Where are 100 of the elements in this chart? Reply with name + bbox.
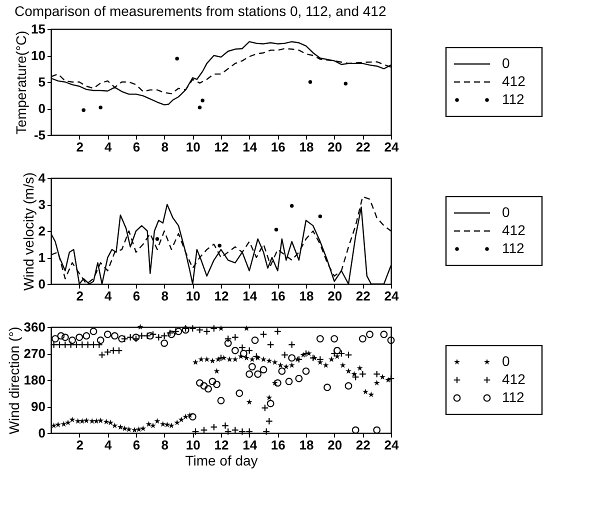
x-tick-label: 20 <box>328 288 342 304</box>
point <box>290 204 294 208</box>
point <box>200 382 208 390</box>
point <box>318 214 322 218</box>
point <box>160 339 168 347</box>
y-tick-label: 360 <box>24 320 46 334</box>
point <box>285 378 293 386</box>
x-tick-label: 4 <box>104 438 113 452</box>
point <box>387 336 395 344</box>
point <box>324 384 331 392</box>
point <box>82 108 86 112</box>
x-tick-label: 8 <box>161 288 168 304</box>
point <box>366 330 374 338</box>
point <box>213 380 220 388</box>
legend-label: 412 <box>502 73 526 89</box>
point <box>236 390 244 397</box>
point <box>358 335 366 342</box>
point <box>308 80 312 84</box>
point <box>224 339 232 347</box>
y-tick-label: 270 <box>24 346 46 361</box>
point <box>217 396 225 404</box>
point <box>295 374 303 382</box>
x-tick-label: 6 <box>132 438 140 452</box>
point <box>168 330 176 338</box>
y-tick-label: 0 <box>38 101 46 116</box>
point <box>188 413 196 421</box>
x-tick-label: 24 <box>384 288 400 304</box>
point <box>208 378 216 386</box>
point <box>330 335 338 342</box>
point <box>352 426 360 434</box>
point <box>333 346 341 354</box>
x-tick-label: 10 <box>186 438 200 452</box>
x-tick-label: 22 <box>356 288 370 304</box>
x-tick-label: 4 <box>104 288 113 304</box>
x-tick-label: 16 <box>270 140 286 154</box>
legend-label: 412 <box>502 222 526 238</box>
legend-label: 112 <box>502 389 525 406</box>
point <box>196 379 204 387</box>
y-tick-label: 5 <box>38 74 46 90</box>
point <box>278 367 286 375</box>
x-tick-label: 6 <box>132 288 140 304</box>
y-tick-label: 15 <box>31 22 46 36</box>
point <box>218 244 222 248</box>
legend-label: 112 <box>502 91 525 108</box>
x-tick-label: 24 <box>384 140 400 154</box>
legend-label: 0 <box>502 352 510 369</box>
x-tick-label: 2 <box>76 288 84 304</box>
x-tick-label: 14 <box>242 438 258 452</box>
point <box>198 106 202 110</box>
y-axis-title: Temperature(°C) <box>13 30 30 134</box>
x-tick-label: 18 <box>299 288 314 304</box>
x-tick-label: 8 <box>161 438 168 452</box>
y-axis-title: Wind direction (°) <box>6 326 22 434</box>
point <box>274 379 282 387</box>
y-tick-label: 3 <box>38 197 46 212</box>
point <box>260 366 268 374</box>
point <box>373 426 381 434</box>
point <box>204 385 212 393</box>
y-tick-label: 0 <box>38 276 46 292</box>
x-tick-label: 6 <box>132 140 140 154</box>
point <box>82 332 90 340</box>
point <box>274 228 278 232</box>
point <box>57 332 65 340</box>
point <box>76 334 84 342</box>
legend-label: 112 <box>502 240 525 256</box>
x-tick-label: 18 <box>299 438 314 452</box>
point <box>90 328 98 336</box>
y-tick-label: 10 <box>31 48 46 63</box>
point <box>111 332 118 340</box>
point <box>61 334 69 342</box>
y-tick-label: 180 <box>24 372 46 388</box>
x-tick-label: 12 <box>214 438 229 452</box>
y-axis-title: Wind velocity (m/s) <box>20 172 36 291</box>
x-tick-label: 16 <box>270 438 286 452</box>
point <box>52 335 59 342</box>
x-axis-title: Time of day <box>185 452 258 468</box>
x-tick-label: 20 <box>328 140 342 154</box>
x-tick-label: 22 <box>356 438 370 452</box>
y-tick-label: -5 <box>34 128 46 142</box>
x-tick-label: 10 <box>186 140 200 154</box>
x-tick-label: 12 <box>214 140 229 154</box>
point <box>251 336 259 344</box>
x-tick-label: 2 <box>76 140 84 154</box>
x-tick-label: 2 <box>76 438 84 452</box>
point <box>68 336 76 344</box>
chart-title: Comparison of measurements from stations 0, 112, and 412 <box>14 3 386 19</box>
x-tick-label: 8 <box>161 140 168 154</box>
point <box>200 98 204 102</box>
point <box>246 370 254 378</box>
x-tick-label: 18 <box>299 140 314 154</box>
point <box>175 56 179 61</box>
y-tick-label: 90 <box>31 399 46 414</box>
point <box>248 363 256 370</box>
point <box>344 382 352 390</box>
point <box>96 336 104 344</box>
point <box>98 106 102 110</box>
point <box>254 370 262 378</box>
x-tick-label: 24 <box>384 438 400 452</box>
y-tick-label: 1 <box>38 250 46 265</box>
x-tick-label: 14 <box>242 288 258 304</box>
